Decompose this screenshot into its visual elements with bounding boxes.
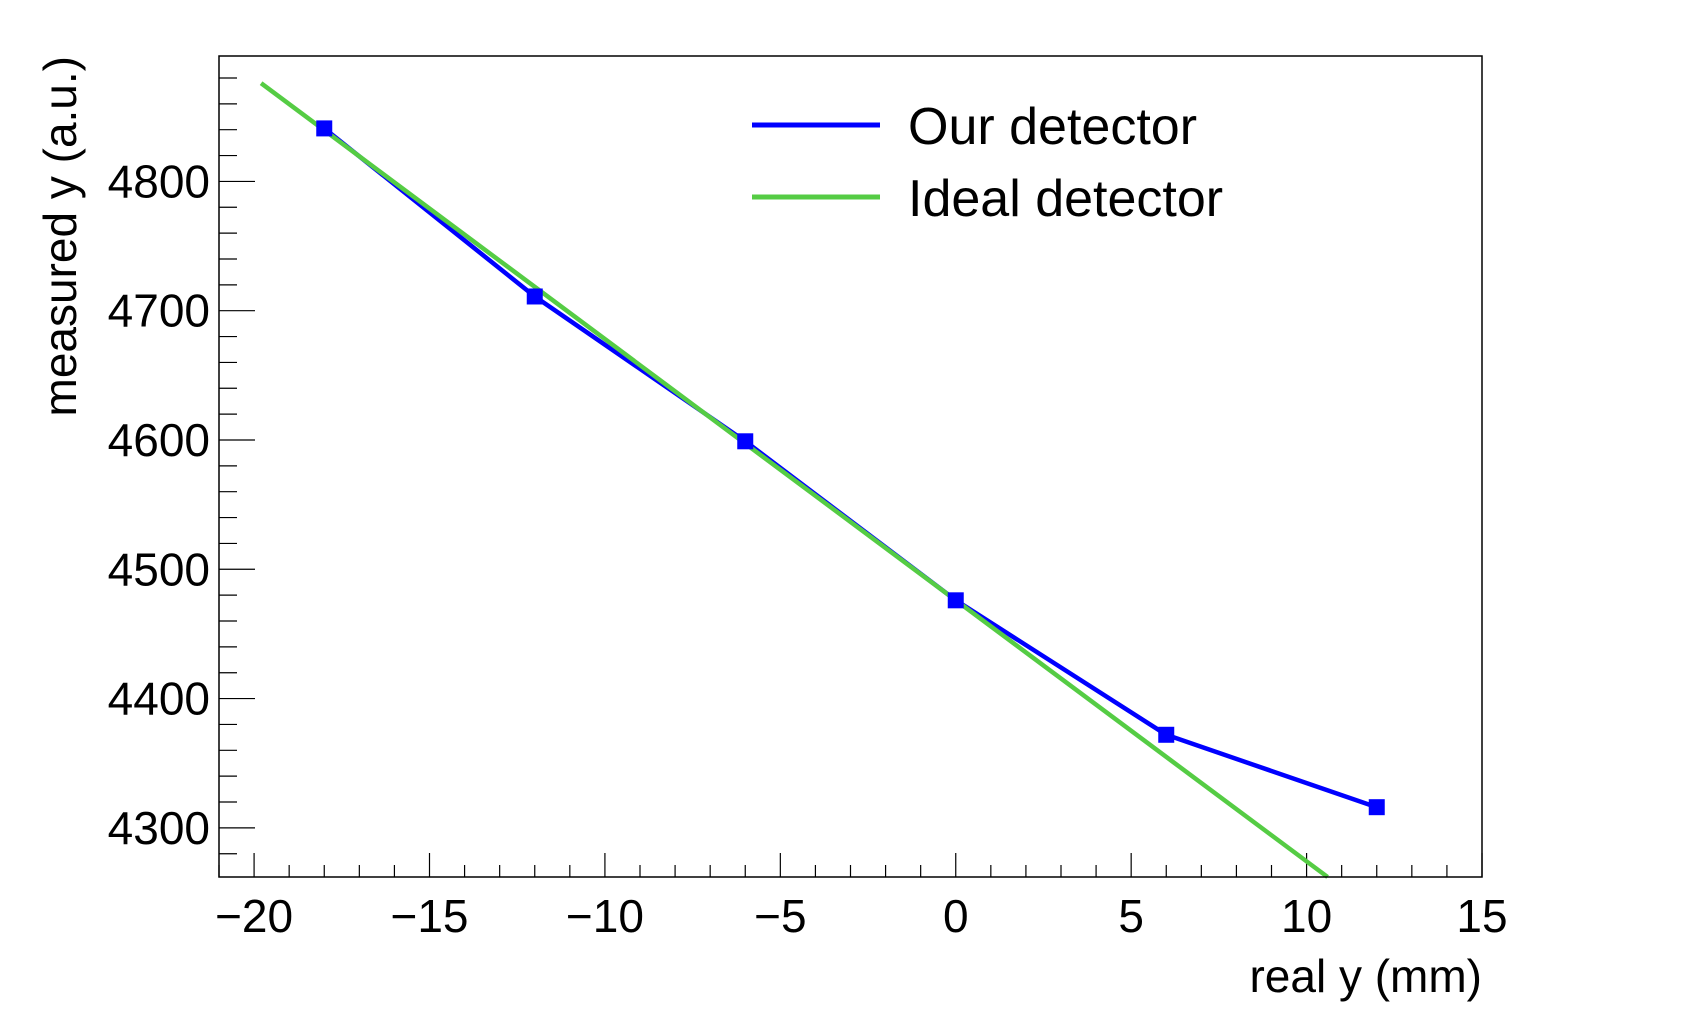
x-tick-label: −5 — [754, 890, 806, 942]
data-point — [947, 592, 964, 609]
y-axis-title: measured y (a.u.) — [34, 56, 86, 416]
y-tick-label: 4600 — [108, 414, 210, 466]
legend: Our detector Ideal detector — [752, 98, 1223, 228]
y-tick-label: 4400 — [108, 673, 210, 725]
y-tick-label: 4700 — [108, 285, 210, 337]
y-axis-ticks — [219, 77, 255, 855]
plot-markers — [316, 120, 1385, 816]
x-tick-label: 10 — [1281, 890, 1332, 942]
x-axis-title: real y (mm) — [1249, 950, 1482, 1002]
x-tick-label: 5 — [1118, 890, 1144, 942]
data-point — [526, 288, 543, 305]
x-tick-label: 0 — [943, 890, 969, 942]
y-tick-label: 4500 — [108, 543, 210, 595]
x-tick-label: −15 — [390, 890, 468, 942]
x-tick-label: −10 — [566, 890, 644, 942]
x-axis-tick-labels: −20 −15 −10 −5 0 5 10 15 — [215, 890, 1508, 942]
series-line-1 — [259, 81, 1329, 879]
plot-lines — [259, 81, 1378, 879]
data-point — [316, 120, 333, 137]
data-point — [737, 433, 754, 450]
legend-label: Our detector — [908, 98, 1197, 156]
data-point — [1158, 726, 1175, 743]
y-axis-tick-labels: 4300 4400 4500 4600 4700 4800 — [108, 155, 210, 853]
y-tick-label: 4800 — [108, 155, 210, 207]
x-tick-label: 15 — [1456, 890, 1507, 942]
y-tick-label: 4300 — [108, 802, 210, 854]
plot-frame — [218, 55, 1483, 878]
x-axis-ticks — [218, 853, 1483, 877]
data-point — [1368, 799, 1385, 816]
x-tick-label: −20 — [215, 890, 293, 942]
legend-label: Ideal detector — [908, 170, 1223, 228]
